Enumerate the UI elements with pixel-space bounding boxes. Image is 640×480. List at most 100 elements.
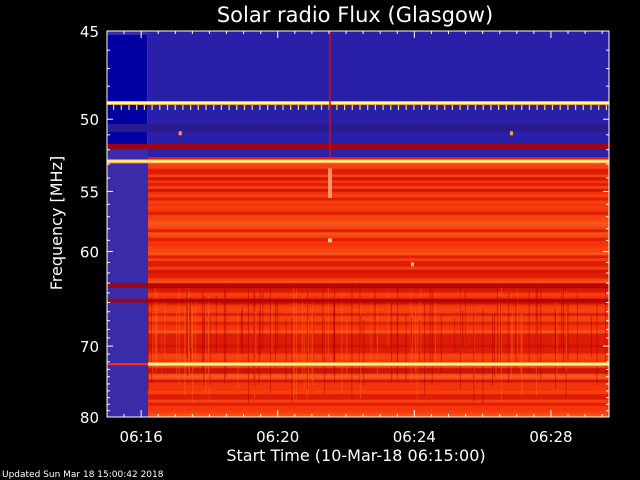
heatmap-row [147,188,609,193]
heatmap-row [147,255,609,259]
heatmap-streak [376,303,378,379]
rfi-comb-tick [213,105,215,111]
heatmap-row [147,336,609,340]
rfi-comb-tick [428,105,430,111]
rfi-comb-tick [120,105,122,111]
heatmap-streak [363,320,365,386]
heatmap-row [147,252,609,256]
heatmap-streak [312,298,314,386]
rfi-comb-tick [513,105,515,111]
rfi-comb-tick [397,105,400,111]
heatmap-streak [205,298,207,396]
rfi-comb-tick [544,105,546,111]
heatmap-row [147,209,609,213]
rfi-comb-tick [490,105,492,111]
heatmap-streak [576,292,578,365]
rfi-comb-tick [521,105,523,111]
heatmap-streak [184,306,186,396]
rfi-comb-tick [598,105,600,111]
low-flux-band [107,31,609,158]
heatmap-streak [241,306,243,354]
rfi-comb-tick [474,105,477,111]
heatmap-streak [275,302,277,368]
rfi-comb-tick [498,105,500,111]
heatmap-streak [164,298,166,358]
rfi-line-pre [107,363,148,366]
rfi-comb-tick [413,105,415,111]
transient-streak [328,31,331,158]
heatmap-row [147,327,609,331]
heatmap-row [147,168,609,172]
rfi-comb-tick [482,105,484,111]
heatmap-row [147,211,609,216]
heatmap-row [147,315,609,320]
heatmap-streak [259,289,261,356]
heatmap-row [147,226,609,230]
heatmap-streak [370,295,372,362]
heatmap-streak [359,283,361,384]
plot-frame [106,30,610,418]
heatmap-streak [270,285,272,393]
heatmap-row [147,287,609,291]
heatmap-row [147,310,609,314]
rfi-comb-tick [136,105,138,111]
heatmap-row [147,249,609,253]
heatmap-row [147,177,609,181]
heatmap-row [147,330,609,334]
x-tick-label: 06:20 [256,428,299,446]
rfi-comb-tick [444,105,446,111]
heatmap-streak [209,314,211,387]
heatmap-row [147,237,609,242]
heatmap-streak [498,291,500,368]
heatmap-row [147,292,609,297]
heatmap-streak [190,302,192,349]
heatmap-row [147,180,609,184]
heatmap-streak [204,295,206,350]
rfi-comb-tick [305,105,307,111]
heatmap-streak [419,319,421,364]
rfi-comb-tick [505,105,507,111]
y-axis: 45 50 55 60 70 80 [80,23,609,427]
heatmap-streak [154,284,156,361]
heatmap-streak [271,297,273,352]
heatmap-streak [327,284,329,355]
heatmap-row [147,157,609,161]
heatmap-streak [508,293,510,384]
heatmap-streak [454,317,456,353]
rfi-comb-tick [220,105,222,111]
rfi-comb-tick [182,105,184,111]
x-axis-label: Start Time (10-Mar-18 06:15:00) [226,446,485,465]
heatmap-streak [276,302,278,351]
rfi-comb-tick [467,105,469,111]
heatmap-streak [295,289,297,401]
heatmap-streak [535,286,537,355]
heatmap-streak [223,283,225,384]
heatmap-streak [341,291,343,393]
heatmap-row [147,376,609,380]
rfi-comb-tick [320,105,323,111]
heatmap-streak [500,296,502,365]
heatmap-row [147,405,609,409]
heatmap-row [147,203,609,207]
heatmap-streak [293,295,295,396]
transient-burst [327,168,332,198]
rfi-comb-tick [282,105,284,111]
rfi-comb-tick [582,105,584,111]
heatmap-row [147,385,609,389]
heatmap-row [147,414,609,417]
heatmap-row [147,367,609,372]
y-tick-label: 55 [80,183,99,201]
heatmap-streak [540,284,542,379]
rfi-comb-tick [143,105,145,111]
heatmap-streak [536,288,538,377]
heatmap-streak [291,317,293,402]
heatmap-row [147,214,609,219]
heatmap-row [147,341,609,346]
rfi-comb-tick [344,105,346,111]
heatmap-streak [512,310,514,364]
heatmap-row [147,347,609,352]
dark-band [107,298,609,303]
heatmap-row [147,232,609,236]
heatmap-streak [175,311,177,375]
